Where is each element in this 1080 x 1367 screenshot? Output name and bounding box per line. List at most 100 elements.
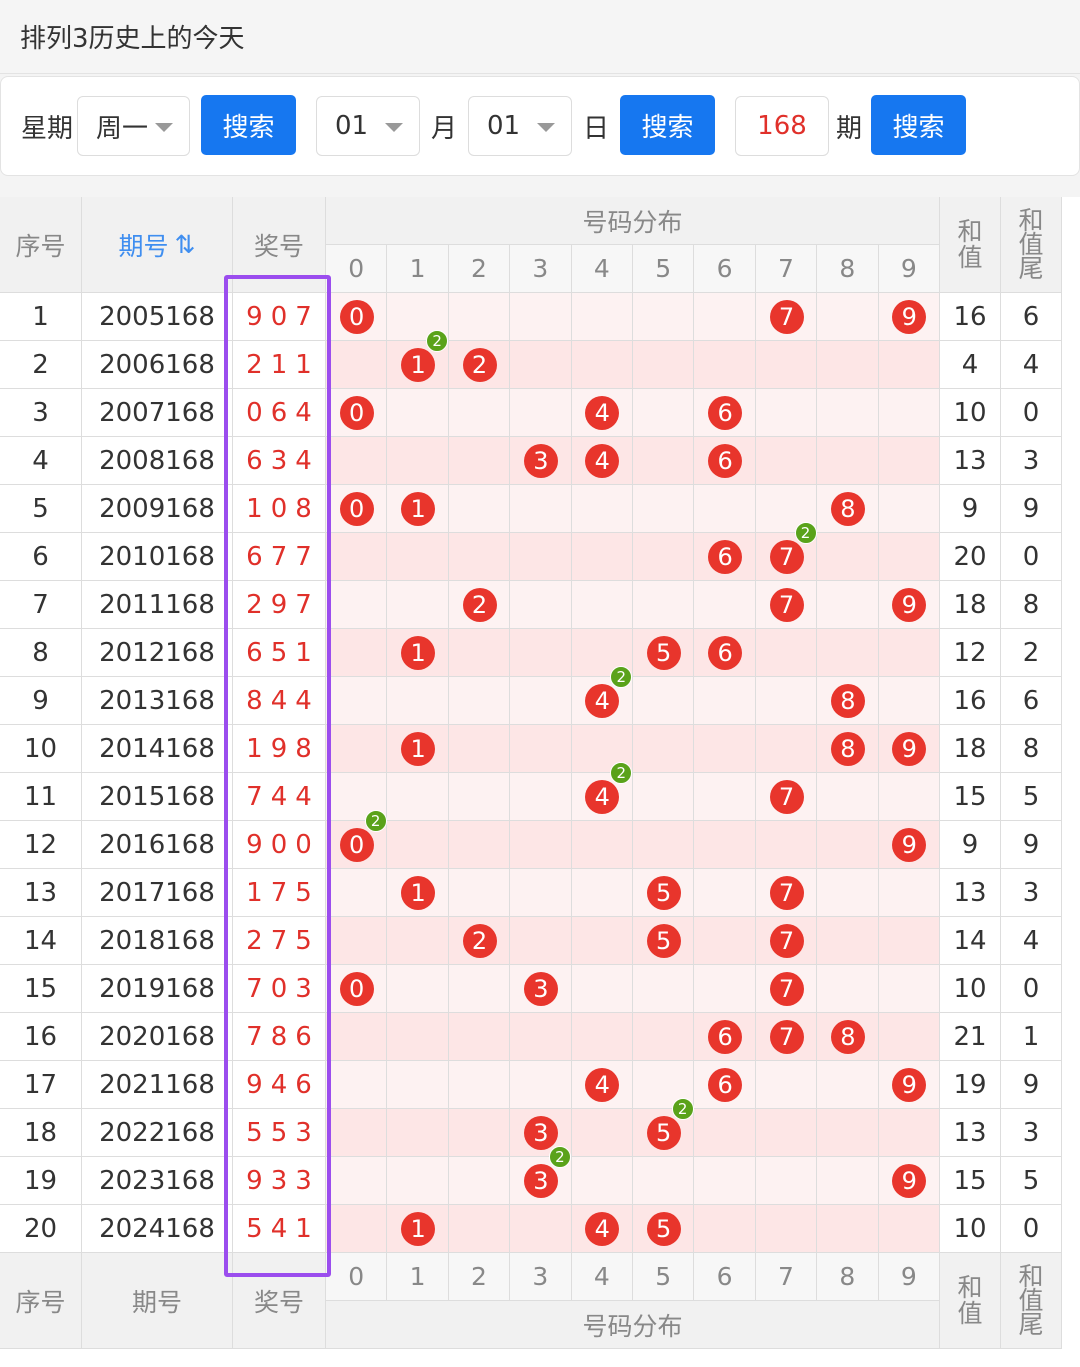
dist-cell	[755, 677, 818, 725]
number-cell: 064	[233, 389, 326, 437]
period-cell: 2023168	[82, 1157, 233, 1205]
dist-cell	[633, 677, 695, 725]
period-cell: 2006168	[82, 341, 233, 389]
ball: 7	[769, 876, 804, 910]
index-cell: 20	[0, 1205, 82, 1253]
dist-cell	[633, 1157, 695, 1205]
number-cell: 907	[233, 293, 326, 341]
dist-cell	[755, 1157, 818, 1205]
header-cell: 序号	[0, 197, 82, 293]
tail-cell: 3	[1001, 1109, 1062, 1157]
ball: 7	[769, 1020, 804, 1054]
header-cell: 和值尾	[1001, 197, 1062, 293]
period-cell: 2016168	[82, 821, 233, 869]
footer-cell: 和值	[940, 1253, 1001, 1349]
footer-cell: 奖号	[233, 1253, 326, 1349]
digit-footer: 5	[633, 1253, 695, 1301]
ball: 1	[401, 732, 436, 766]
sum-cell: 14	[940, 917, 1001, 965]
tail-cell: 6	[1001, 293, 1062, 341]
ball: 6	[708, 396, 743, 430]
dist-cell	[817, 581, 879, 629]
digit-header: 2	[448, 245, 511, 293]
ball: 8	[830, 492, 865, 526]
dist-cell	[510, 869, 572, 917]
dist-cell	[694, 341, 756, 389]
number-cell: 651	[233, 629, 326, 677]
repeat-badge: 2	[610, 762, 633, 784]
dist-cell	[755, 1205, 818, 1253]
dist-cell	[817, 341, 879, 389]
index-cell: 7	[0, 581, 82, 629]
number-cell: 677	[233, 533, 326, 581]
dist-cell	[571, 293, 633, 341]
ball: 4	[585, 1068, 620, 1102]
number-cell: 844	[233, 677, 326, 725]
dist-cell	[633, 581, 695, 629]
dist-cell	[387, 1109, 449, 1157]
dist-cell	[755, 437, 818, 485]
index-cell: 10	[0, 725, 82, 773]
month-select[interactable]: 01	[316, 96, 420, 156]
period-cell: 2014168	[82, 725, 233, 773]
dist-cell	[448, 965, 511, 1013]
dist-cell	[694, 965, 756, 1013]
period-cell: 2015168	[82, 773, 233, 821]
ball: 9	[892, 300, 927, 334]
digit-header: 6	[694, 245, 756, 293]
search-button[interactable]: 搜索	[871, 95, 966, 155]
dist-cell	[326, 1157, 388, 1205]
dist-cell	[878, 437, 940, 485]
digit-header: 1	[387, 245, 449, 293]
index-cell: 3	[0, 389, 82, 437]
digit-header: 5	[633, 245, 695, 293]
dist-cell	[387, 773, 449, 821]
ball: 1	[401, 492, 436, 526]
sum-cell: 19	[940, 1061, 1001, 1109]
dist-cell	[878, 485, 940, 533]
dist-cell	[510, 1061, 572, 1109]
search-button[interactable]: 搜索	[620, 95, 715, 155]
ball: 1	[401, 636, 436, 670]
dist-cell	[387, 389, 449, 437]
ball: 4	[585, 396, 620, 430]
ball: 9	[892, 1164, 927, 1198]
dist-cell	[448, 773, 511, 821]
search-button[interactable]: 搜索	[201, 95, 296, 155]
index-cell: 2	[0, 341, 82, 389]
period-cell: 2011168	[82, 581, 233, 629]
sum-cell: 4	[940, 341, 1001, 389]
digit-header: 4	[571, 245, 633, 293]
dist-cell	[817, 1157, 879, 1205]
sum-cell: 18	[940, 581, 1001, 629]
period-cell: 2021168	[82, 1061, 233, 1109]
dist-cell	[387, 965, 449, 1013]
dist-cell	[387, 437, 449, 485]
period-cell: 2024168	[82, 1205, 233, 1253]
header-cell: 号码分布	[326, 197, 940, 245]
tail-cell: 8	[1001, 725, 1062, 773]
day-select[interactable]: 01	[468, 96, 572, 156]
tail-cell: 1	[1001, 1013, 1062, 1061]
ball: 7	[769, 972, 804, 1006]
repeat-badge: 2	[364, 810, 387, 832]
period-cell: 2019168	[82, 965, 233, 1013]
dist-cell	[387, 1157, 449, 1205]
index-cell: 8	[0, 629, 82, 677]
dist-cell	[633, 965, 695, 1013]
label: 月	[430, 113, 457, 144]
ball: 1	[401, 876, 436, 910]
sort-icon[interactable]: ⇅	[174, 230, 196, 259]
issue-input[interactable]: 168	[735, 96, 829, 156]
digit-footer: 4	[571, 1253, 633, 1301]
number-cell: 900	[233, 821, 326, 869]
sum-cell: 21	[940, 1013, 1001, 1061]
dist-cell	[510, 677, 572, 725]
digit-header: 3	[510, 245, 572, 293]
tail-cell: 9	[1001, 485, 1062, 533]
repeat-badge: 2	[426, 330, 449, 352]
weekday-select[interactable]: 周一	[77, 96, 190, 156]
number-cell: 703	[233, 965, 326, 1013]
dist-cell	[387, 581, 449, 629]
highlight-frame	[224, 275, 331, 1277]
